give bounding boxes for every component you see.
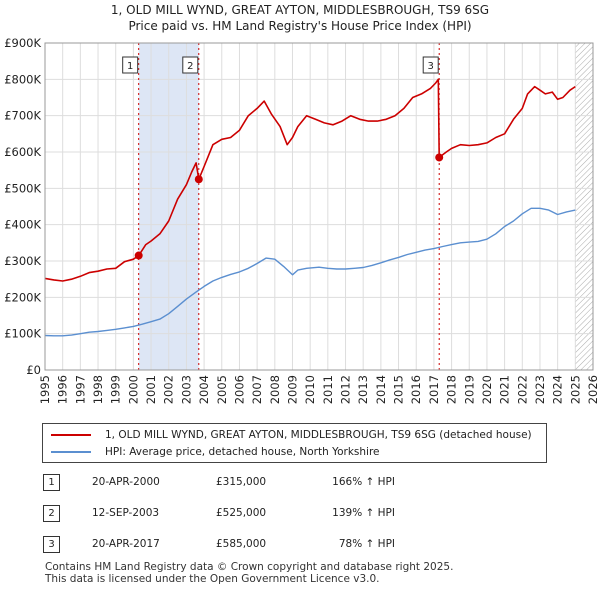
- sale-marker-label: 3: [428, 61, 434, 72]
- y-tick-label: £300K: [4, 254, 41, 268]
- x-tick-label: 2014: [374, 375, 388, 404]
- x-tick-label: 2016: [409, 375, 423, 404]
- y-tick-label: £800K: [4, 72, 41, 86]
- sale-date: 20-APR-2000: [92, 476, 160, 488]
- x-tick-label: 2001: [144, 375, 158, 404]
- property-price-line: [45, 78, 576, 282]
- sale-row: 3 20-APR-2017 £585,000 78% ↑ HPI: [42, 536, 582, 554]
- x-tick-label: 2007: [250, 375, 264, 404]
- y-tick-label: £500K: [4, 181, 41, 195]
- projection-hatch: [575, 43, 593, 370]
- x-tick-label: 2015: [392, 375, 406, 404]
- sale-row: 2 12-SEP-2003 £525,000 139% ↑ HPI: [42, 505, 582, 523]
- sale-marker-box: [422, 56, 439, 74]
- x-tick-label: 2020: [480, 375, 494, 404]
- sale-price: £315,000: [216, 476, 267, 488]
- sale-hpi-change: 139% ↑ HPI: [332, 507, 395, 519]
- chart-title: 1, OLD MILL WYND, GREAT AYTON, MIDDLESBR…: [110, 3, 490, 17]
- x-tick-label: 2002: [162, 375, 176, 404]
- x-tick-label: 1996: [56, 375, 70, 404]
- legend-swatch-property: [51, 434, 91, 436]
- x-tick-label: 2010: [303, 375, 317, 404]
- sale-marker-label: 2: [187, 61, 193, 72]
- sale-marker-box: [182, 56, 199, 74]
- x-tick-label: 1999: [109, 375, 123, 404]
- footer-copyright: Contains HM Land Registry data © Crown c…: [45, 561, 454, 573]
- x-tick-label: 2013: [356, 375, 370, 404]
- legend-item-hpi: HPI: Average price, detached house, Nort…: [51, 444, 380, 460]
- hpi-line: [45, 207, 576, 337]
- x-tick-label: 2023: [533, 375, 547, 404]
- sale-point: [134, 251, 143, 260]
- plot-area: [45, 43, 593, 370]
- x-tick-label: 2019: [462, 375, 476, 404]
- sale-hpi-change: 166% ↑ HPI: [332, 476, 395, 488]
- chart-subtitle: Price paid vs. HM Land Registry's House …: [128, 19, 472, 33]
- footer-licence: This data is licensed under the Open Gov…: [45, 573, 380, 585]
- y-tick-label: £700K: [4, 109, 41, 123]
- y-tick-label: £200K: [4, 290, 41, 304]
- sale-hpi-change: 78% ↑ HPI: [338, 538, 395, 550]
- sale-date: 20-APR-2017: [92, 538, 160, 550]
- x-tick-label: 2006: [232, 375, 246, 404]
- legend: 1, OLD MILL WYND, GREAT AYTON, MIDDLESBR…: [42, 423, 547, 463]
- x-tick-label: 2017: [427, 375, 441, 404]
- legend-label-property: 1, OLD MILL WYND, GREAT AYTON, MIDDLESBR…: [105, 429, 532, 441]
- sale-number: 2: [43, 505, 60, 522]
- y-tick-label: £900K: [4, 36, 41, 50]
- plot-frame: [44, 42, 594, 371]
- y-tick-label: £400K: [4, 218, 41, 232]
- sale-number: 1: [43, 474, 60, 491]
- legend-label-hpi: HPI: Average price, detached house, Nort…: [105, 446, 380, 458]
- x-tick-label: 2012: [339, 375, 353, 404]
- sale-date: 12-SEP-2003: [92, 507, 160, 519]
- y-tick-label: £0: [26, 363, 41, 377]
- sale-point: [194, 175, 203, 184]
- x-tick-label: 2005: [215, 375, 229, 404]
- sale-marker-label: 1: [127, 61, 133, 72]
- x-tick-label: 1998: [91, 375, 105, 404]
- sale-price: £585,000: [216, 538, 267, 550]
- x-tick-label: 2025: [568, 375, 582, 404]
- sale-marker-box: [122, 56, 139, 74]
- x-tick-label: 1995: [38, 375, 52, 404]
- x-tick-label: 2008: [268, 375, 282, 404]
- legend-item-property: 1, OLD MILL WYND, GREAT AYTON, MIDDLESBR…: [51, 427, 532, 443]
- y-tick-label: £100K: [4, 327, 41, 341]
- x-tick-label: 2024: [551, 375, 565, 404]
- sale-price: £525,000: [216, 507, 267, 519]
- sale-row: 1 20-APR-2000 £315,000 166% ↑ HPI: [42, 474, 582, 492]
- x-tick-label: 2004: [197, 375, 211, 404]
- x-tick-label: 2026: [586, 375, 600, 404]
- x-tick-label: 2003: [179, 375, 193, 404]
- x-tick-label: 2000: [126, 375, 140, 404]
- legend-swatch-hpi: [51, 451, 91, 453]
- y-tick-label: £600K: [4, 145, 41, 159]
- x-tick-label: 2022: [515, 375, 529, 404]
- x-tick-label: 1997: [73, 375, 87, 404]
- price-chart: 1 2 3 £0 £100K £200K £300K £400K £500K £600K £700…: [4, 36, 600, 404]
- x-tick-label: 2009: [285, 375, 299, 404]
- x-tick-label: 2021: [498, 375, 512, 404]
- x-tick-label: 2018: [445, 375, 459, 404]
- sale-number: 3: [43, 536, 60, 553]
- x-tick-label: 2011: [321, 375, 335, 404]
- sale-point: [435, 153, 444, 162]
